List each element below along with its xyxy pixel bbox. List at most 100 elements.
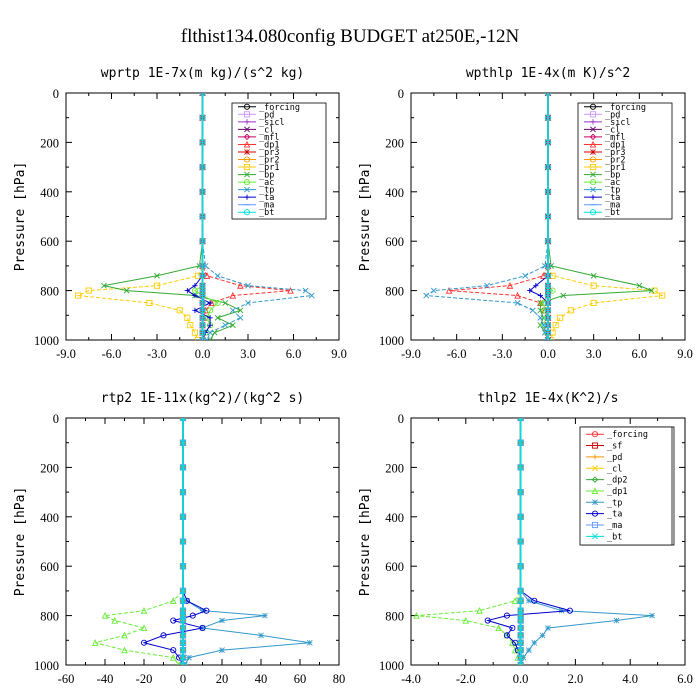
data-point	[552, 322, 559, 329]
data-point	[529, 307, 536, 314]
data-point	[544, 336, 552, 340]
legend-label: _sicl	[259, 118, 285, 128]
x-tick-label: 9.0	[677, 347, 693, 361]
legend-marker	[243, 209, 251, 216]
data-point	[199, 93, 206, 97]
legend-marker	[592, 533, 598, 540]
data-point	[522, 272, 529, 279]
data-point	[154, 272, 160, 279]
y-axis-label: Pressure [hPa]	[358, 487, 373, 597]
x-tick-label: -40	[97, 672, 114, 686]
y-tick-label: 1000	[34, 659, 59, 673]
series-line-pr1	[76, 93, 203, 340]
data-point	[180, 513, 186, 520]
series-line-dp1	[95, 418, 184, 665]
x-tick-label: -20	[136, 672, 153, 686]
legend-label: _bp	[605, 171, 620, 181]
data-point	[544, 114, 552, 121]
data-point	[544, 299, 552, 307]
x-tick-label: 6.0	[286, 347, 302, 361]
y-tick-label: 800	[40, 285, 59, 299]
x-tick-label: -60	[58, 672, 75, 686]
data-point	[537, 292, 543, 299]
legend-label: _pr3	[605, 148, 625, 158]
y-tick-label: 200	[40, 461, 59, 475]
data-point	[207, 307, 214, 314]
panel-1: wpthlp 1E-4x(m K)/s^2 -9.0 -6.0 -3.0 0.0 3.0 6…	[358, 66, 693, 361]
x-tick-label: -3.0	[492, 347, 512, 361]
y-tick-label: 0	[53, 412, 59, 426]
data-point	[544, 139, 552, 146]
x-tick-label: -3.0	[147, 347, 167, 361]
data-point	[306, 639, 313, 646]
figure-title: flthist134.080config BUDGET at250E,-12N	[181, 26, 520, 47]
legend-marker	[591, 521, 599, 529]
data-point	[544, 307, 552, 314]
x-tick-label: -9.0	[401, 347, 421, 361]
legend-label: _pd	[605, 110, 620, 120]
data-point	[544, 292, 552, 299]
legend-label: _sf	[607, 442, 622, 452]
series-group	[423, 93, 666, 340]
legend: _forcing _sf_pd_cl _dp2_dp1_tp _ta_ma_bt	[579, 426, 673, 546]
data-point	[537, 314, 544, 321]
legend-marker	[244, 194, 250, 200]
y-tick-label: 200	[40, 136, 59, 150]
data-point	[207, 300, 213, 306]
y-tick-label: 0	[398, 412, 404, 426]
legend-marker	[589, 163, 597, 171]
data-point	[531, 639, 538, 646]
legend-label: _forcing	[605, 103, 646, 113]
y-tick-label: 1000	[379, 334, 404, 348]
legend-label: _cl	[605, 125, 620, 135]
data-point	[185, 654, 192, 661]
data-point	[517, 625, 524, 631]
legend-label: _ta	[259, 193, 274, 203]
data-point	[517, 617, 524, 624]
data-point	[517, 538, 524, 545]
data-point	[503, 612, 510, 619]
data-point	[229, 322, 236, 329]
panel-title: wpthlp 1E-4x(m K)/s^2	[466, 66, 630, 81]
data-point	[308, 292, 315, 299]
data-point	[146, 299, 153, 307]
legend-marker	[244, 171, 250, 178]
data-point	[199, 262, 206, 269]
y-tick-label: 600	[385, 235, 404, 249]
y-tick-label: 800	[385, 285, 404, 299]
data-point	[207, 322, 213, 328]
data-point	[199, 336, 206, 340]
legend-marker	[244, 119, 250, 125]
data-point	[180, 647, 186, 654]
x-tick-label: 2.0	[568, 672, 584, 686]
data-point	[100, 282, 107, 289]
data-point	[511, 646, 519, 654]
data-point	[511, 597, 519, 604]
data-point	[540, 272, 547, 279]
data-point	[199, 114, 206, 121]
data-point	[222, 300, 229, 306]
data-point	[179, 661, 187, 665]
data-point	[544, 238, 552, 245]
x-tick-label: 40	[255, 672, 268, 686]
y-tick-label: 200	[385, 461, 404, 475]
data-point	[229, 291, 237, 299]
x-tick-label: 3.0	[586, 347, 602, 361]
legend-marker	[244, 149, 250, 155]
data-point	[245, 300, 251, 306]
y-axis-label: Pressure [hPa]	[358, 162, 373, 272]
y-tick-label: 200	[385, 136, 404, 150]
data-point	[184, 314, 191, 321]
y-tick-label: 600	[40, 560, 59, 574]
legend-marker	[244, 126, 250, 133]
legend: _forcing_pd_sicl_cl_mfl_dp1_pr3_pr2_pr1_…	[231, 102, 327, 220]
data-point	[199, 213, 206, 220]
data-point	[525, 647, 532, 654]
data-point	[544, 322, 552, 329]
data-point	[636, 282, 643, 289]
legend-marker	[243, 156, 251, 163]
legend-marker	[589, 156, 597, 163]
data-point	[170, 617, 177, 624]
x-tick-label: 60	[294, 672, 307, 686]
data-point	[558, 607, 565, 614]
